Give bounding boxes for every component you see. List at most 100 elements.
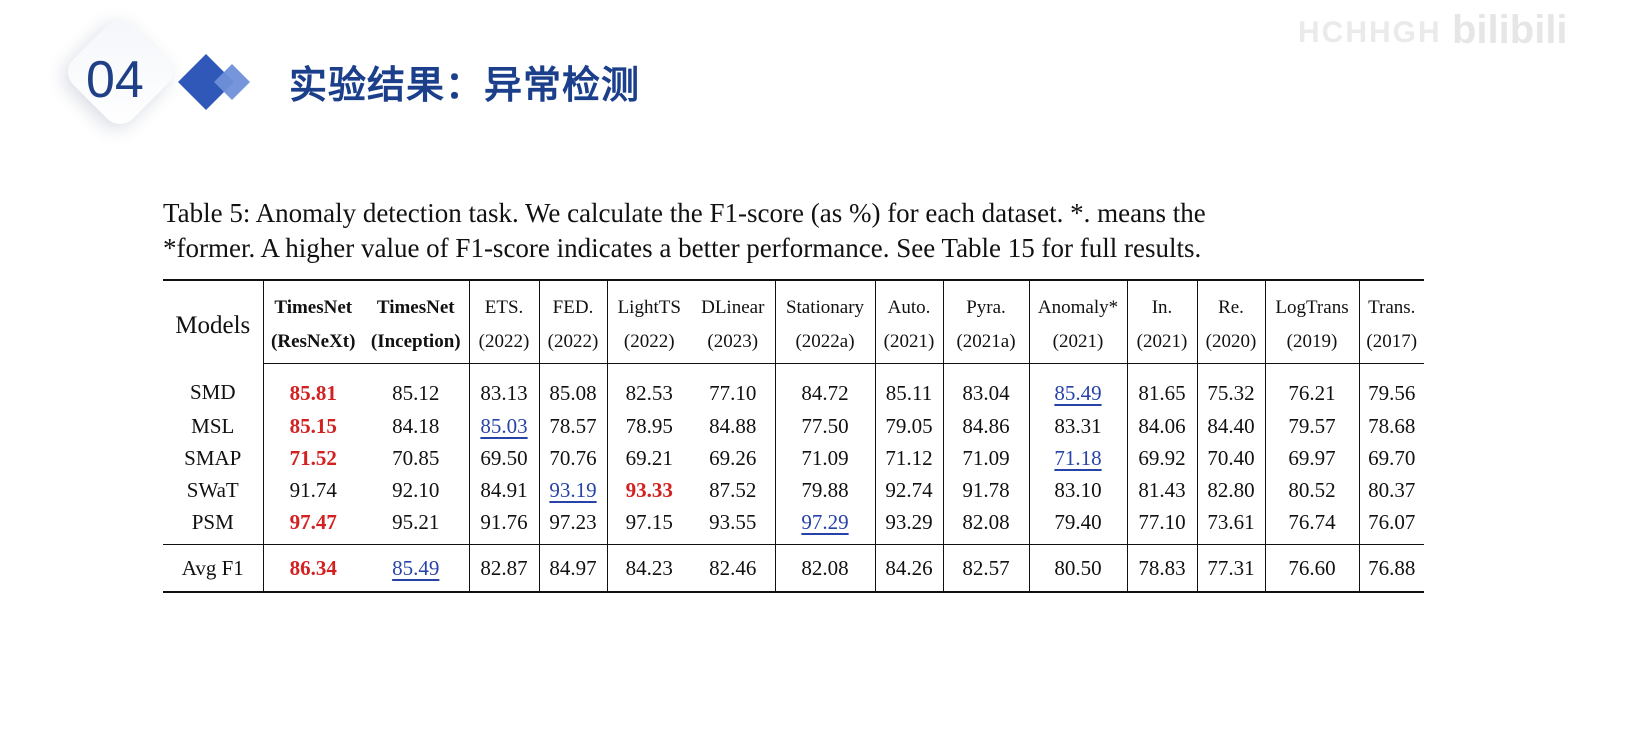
table-cell: 84.86 [943,410,1030,442]
cell-value: 97.15 [625,509,673,534]
table-caption: Table 5: Anomaly detection task. We calc… [163,196,1453,266]
table-cell: 85.15 [263,410,363,442]
table-cell: 82.57 [943,544,1030,593]
table-cell: 77.10 [1127,506,1198,545]
table-cell: 77.50 [775,410,876,442]
table-cell: 82.80 [1197,474,1266,506]
row-label: PSM [163,506,264,545]
cell-value: 79.05 [885,413,933,438]
table-cell: 69.92 [1127,442,1198,474]
table-cell: 85.11 [875,363,944,410]
table-cell: 97.47 [263,506,363,545]
table-cell: 81.43 [1127,474,1198,506]
table-cell: 84.26 [875,544,944,593]
table-body: SMD 85.81 85.12 83.13 85.08 82.53 77.10 84.72 85… [163,363,1424,545]
cell-value: 79.56 [1368,380,1416,405]
cell-value: 71.09 [962,445,1010,470]
cell-value: 84.91 [480,477,528,502]
table-cell: 91.74 [263,474,363,506]
table-cell: 93.29 [875,506,944,545]
table-cell: 84.88 [691,410,776,442]
best-value: 85.15 [289,413,337,438]
cell-value: 78.95 [625,413,673,438]
col-header: TimesNet [363,280,470,327]
bilibili-logo: bilibili [1452,8,1568,52]
row-label: Avg F1 [163,544,264,593]
table-cell: 71.09 [775,442,876,474]
table-cell: 79.88 [775,474,876,506]
cell-value: 78.57 [549,413,597,438]
cell-value: 76.88 [1368,555,1416,580]
page-title: 实验结果：异常检测 [289,63,641,107]
table-cell: 82.08 [775,544,876,593]
row-label: MSL [163,410,264,442]
table-cell: 85.81 [263,364,363,411]
col-subheader: (ResNeXt) [263,327,363,364]
cell-value: 91.74 [289,477,337,502]
table-cell: 80.50 [1029,544,1128,593]
table-cell: 79.05 [875,410,944,442]
table-cell: 84.40 [1197,410,1266,442]
cell-value: 77.10 [1138,509,1186,534]
table-cell: 97.29 [775,506,876,545]
col-subheader: (2022a) [775,327,876,364]
table-cell: 81.65 [1127,363,1198,410]
cell-value: 92.10 [392,477,440,502]
cell-value: 85.12 [392,380,440,405]
best-value: 93.33 [625,477,673,502]
cell-value: 77.10 [709,380,757,405]
table-row: PSM 97.47 95.21 91.76 97.23 97.15 93.55 97.29 93… [163,506,1424,545]
cell-value: 80.52 [1288,477,1336,502]
table-cell: 76.74 [1265,506,1360,545]
table-cell: 87.52 [691,474,776,506]
cell-value: 70.85 [392,445,440,470]
table-cell: 82.53 [607,364,691,411]
second-best-value: 93.19 [549,477,597,502]
cell-value: 84.18 [392,413,440,438]
second-best-value: 85.03 [480,413,528,438]
cell-value: 83.13 [480,380,528,405]
table-cell: 82.87 [469,544,540,593]
cell-value: 80.50 [1054,555,1102,580]
section-number: 04 [86,51,144,109]
table-average: Avg F1 86.34 85.49 82.87 84.97 84.23 82.46 82.0… [163,544,1424,593]
cell-value: 83.10 [1054,477,1102,502]
cell-value: 69.26 [709,445,757,470]
results-table: Models TimesNet TimesNet ETS. FED. Light… [163,279,1424,593]
caption-line-2: *former. A higher value of F1-score indi… [163,233,1202,263]
cell-value: 77.31 [1207,555,1255,580]
cell-value: 82.87 [480,555,528,580]
table-row: SMAP 71.52 70.85 69.50 70.76 69.21 69.26 71.09 7… [163,442,1424,474]
cell-value: 95.21 [392,509,440,534]
cell-value: 69.92 [1138,445,1186,470]
cell-value: 92.74 [885,477,933,502]
col-header: LightTS [617,297,681,318]
table-cell: 84.23 [607,544,691,593]
models-header: Models [163,280,264,364]
table-row: MSL 85.15 84.18 85.03 78.57 78.95 84.88 77.50 79… [163,410,1424,442]
caption-line-1: Table 5: Anomaly detection task. We calc… [163,198,1206,228]
table-cell: 69.26 [691,442,776,474]
table-row: SMD 85.81 85.12 83.13 85.08 82.53 77.10 84.72 85… [163,363,1424,411]
table-cell: 69.70 [1359,442,1424,474]
col-header: Trans. [1368,297,1416,318]
table-cell: 69.97 [1265,442,1360,474]
cell-value: 84.88 [709,413,757,438]
cell-value: 78.68 [1368,413,1416,438]
table-cell: 84.18 [363,410,470,442]
second-best-value: 85.49 [1054,380,1102,405]
table-cell: 76.88 [1359,544,1424,593]
col-subheader: (2020) [1197,327,1266,364]
cell-value: 84.06 [1138,413,1186,438]
cell-value: 84.23 [625,555,673,580]
col-header: LogTrans [1265,280,1360,327]
cell-value: 82.53 [625,380,673,405]
table-cell: 70.85 [363,442,470,474]
cell-value: 69.21 [625,445,673,470]
cell-value: 84.40 [1207,413,1255,438]
table-cell: 84.97 [539,544,608,593]
col-header: ETS. [469,280,540,327]
table-cell: 83.13 [469,363,540,410]
table-cell: 75.32 [1197,363,1266,410]
col-header: Auto. [875,280,944,327]
